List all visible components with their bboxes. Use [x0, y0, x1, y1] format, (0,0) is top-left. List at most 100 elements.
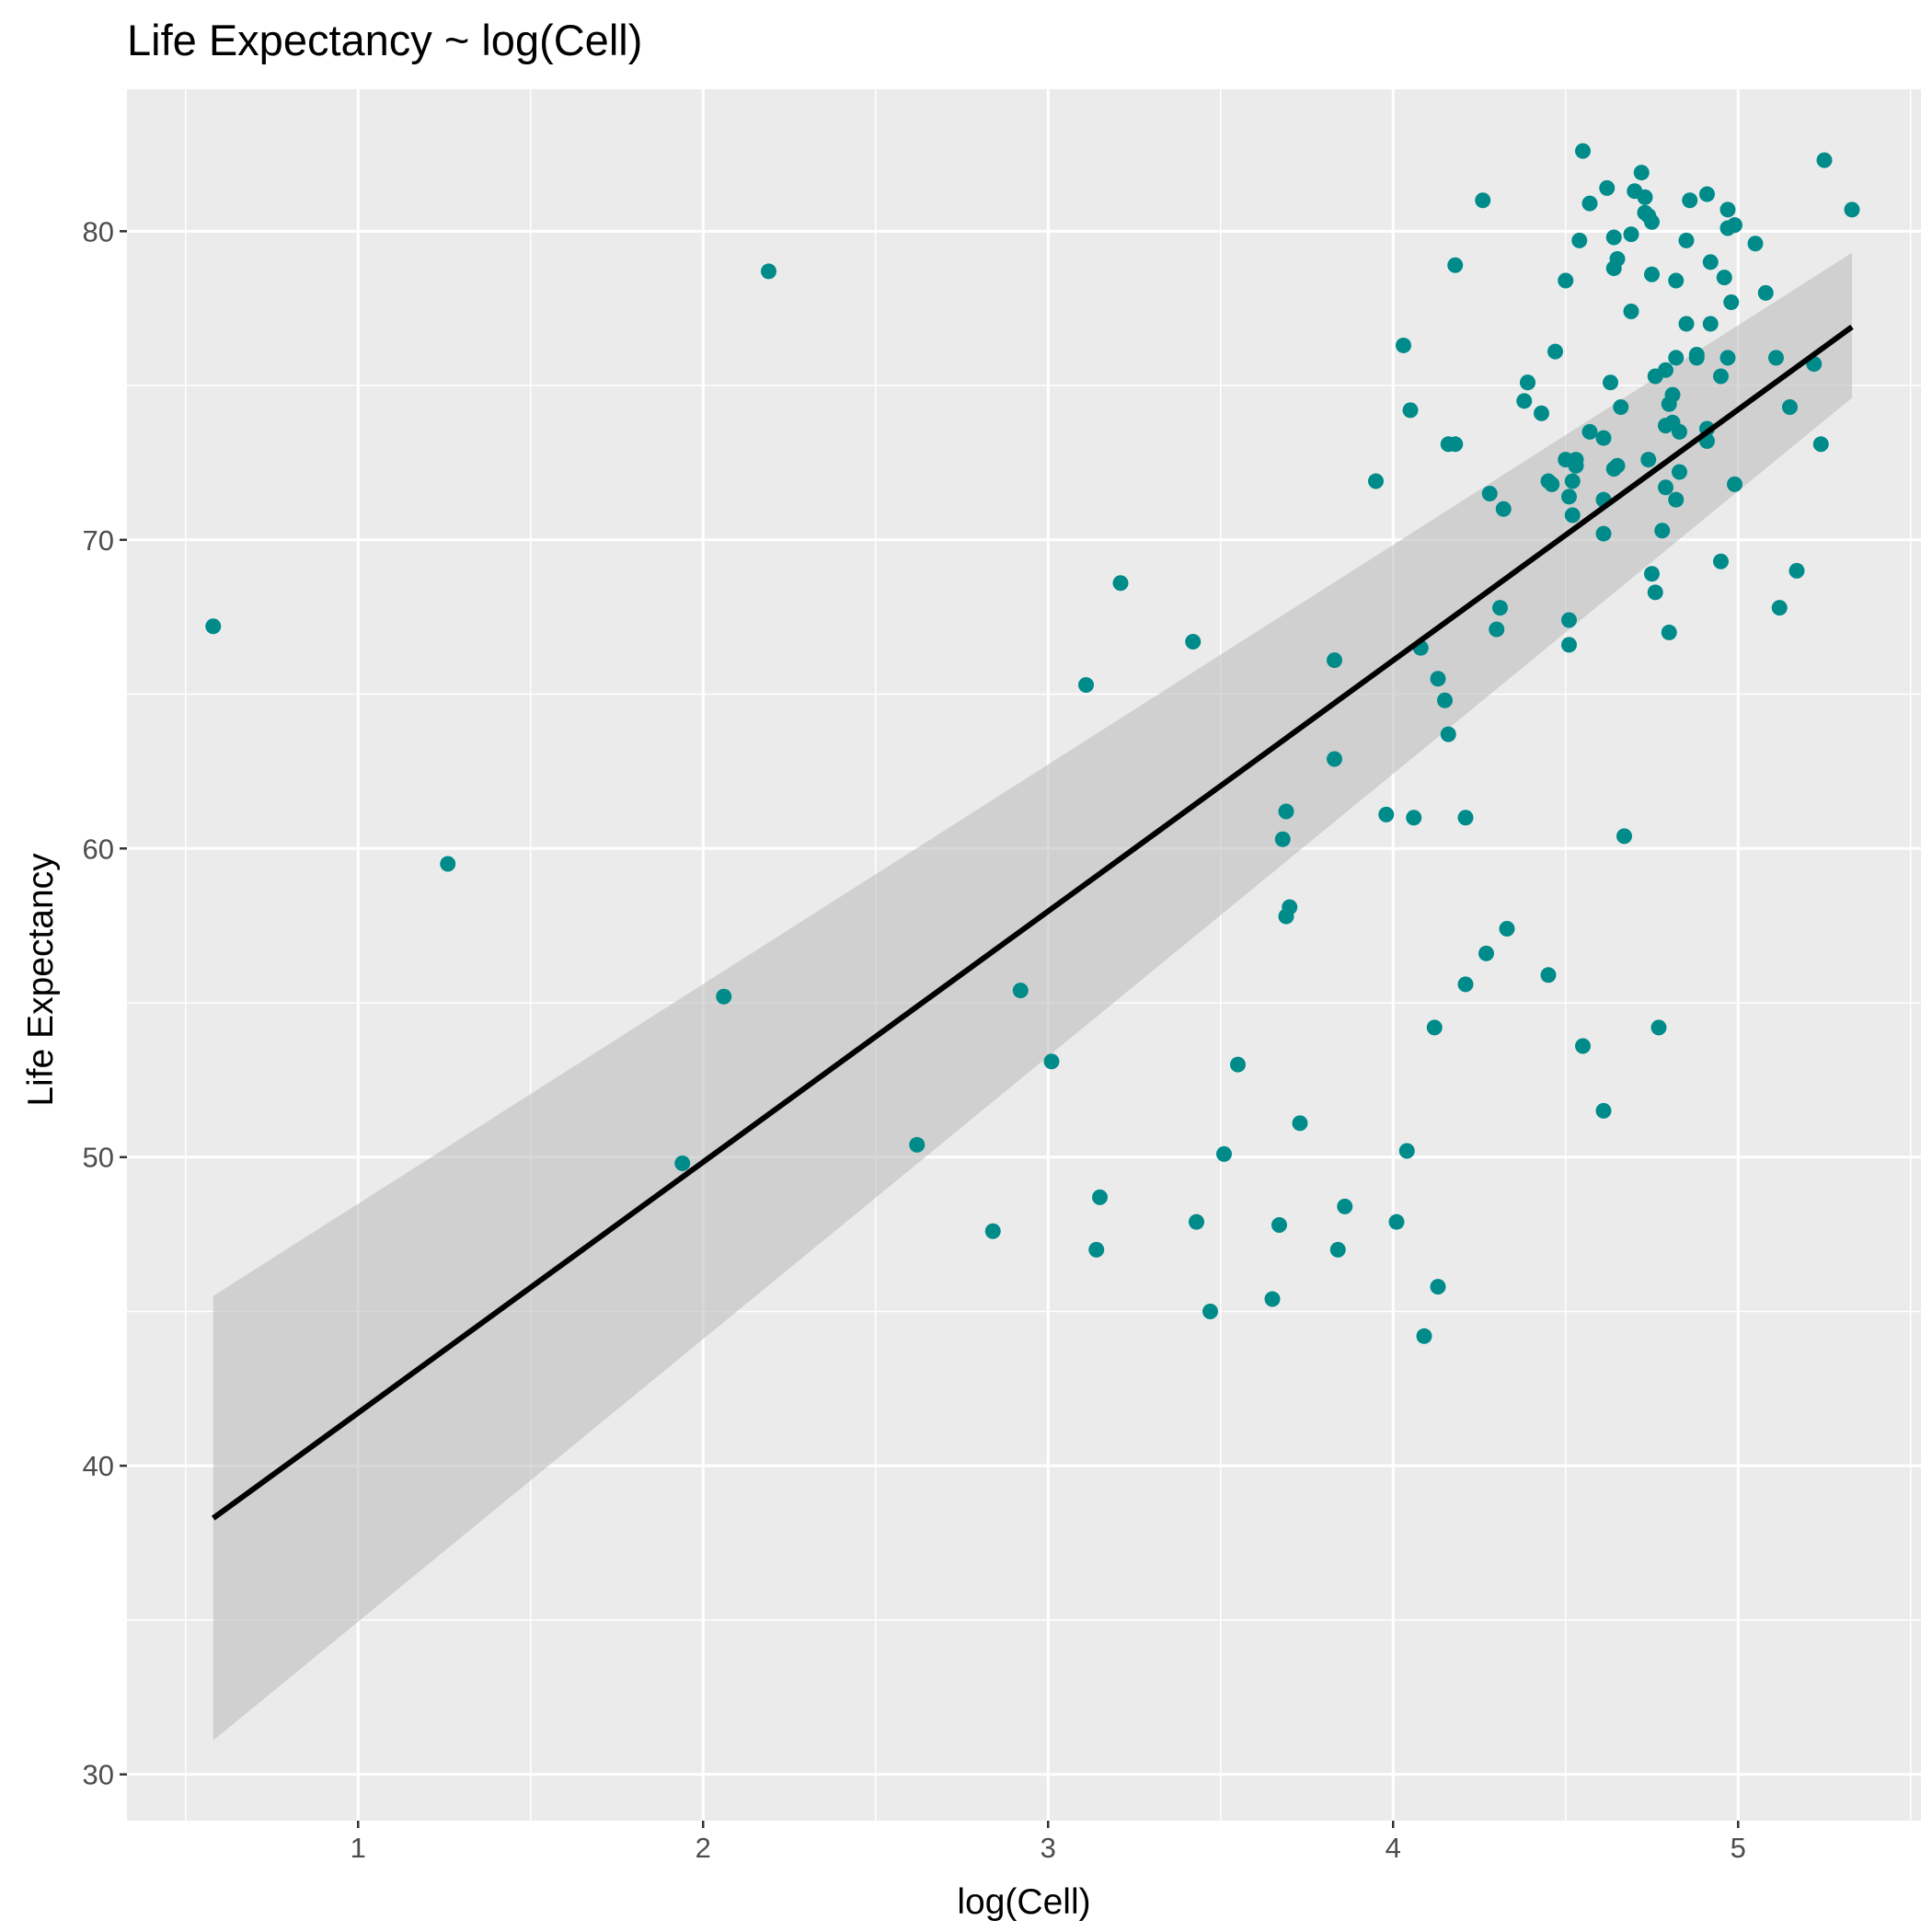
- chart-title: Life Expectancy ~ log(Cell): [127, 16, 642, 64]
- data-point: [1088, 1241, 1105, 1258]
- data-point: [1609, 251, 1626, 268]
- data-point: [1757, 284, 1774, 301]
- data-point: [1426, 1019, 1443, 1036]
- data-point: [1481, 485, 1498, 501]
- data-point: [1771, 600, 1788, 616]
- data-point: [1430, 671, 1446, 687]
- data-point: [1561, 612, 1577, 628]
- data-point: [1664, 386, 1681, 403]
- data-point: [1658, 479, 1673, 496]
- data-point: [1112, 575, 1129, 592]
- data-point: [1644, 266, 1660, 282]
- data-point: [984, 1223, 1001, 1239]
- data-point: [1609, 457, 1626, 474]
- data-point: [1534, 405, 1549, 421]
- data-point: [1682, 192, 1698, 209]
- data-point: [1447, 436, 1464, 453]
- y-tick-label: 40: [83, 1450, 114, 1482]
- data-point: [1406, 810, 1422, 826]
- data-point: [1571, 232, 1588, 248]
- x-tick-label: 3: [1041, 1832, 1056, 1864]
- data-point: [1644, 213, 1660, 230]
- data-points: [205, 143, 1860, 1344]
- data-point: [909, 1136, 926, 1153]
- data-point: [1702, 254, 1719, 270]
- data-point: [1782, 399, 1798, 416]
- data-point: [1230, 1056, 1246, 1073]
- data-point: [1337, 1198, 1353, 1214]
- data-point: [1727, 476, 1742, 492]
- data-point: [1668, 272, 1685, 289]
- data-point: [1719, 350, 1736, 366]
- data-point: [1185, 633, 1202, 650]
- data-point: [1216, 1145, 1232, 1162]
- data-point: [1816, 152, 1833, 168]
- data-point: [1654, 523, 1671, 539]
- data-point: [1043, 1053, 1060, 1070]
- y-tick-label: 70: [83, 524, 114, 557]
- data-point: [1699, 186, 1715, 202]
- y-tick-label: 30: [83, 1759, 114, 1791]
- data-point: [1457, 976, 1474, 993]
- x-tick-labels: 1 2 3 4 5: [351, 1832, 1746, 1864]
- data-point: [1547, 343, 1563, 360]
- data-point: [1747, 236, 1764, 252]
- data-point: [1274, 831, 1291, 847]
- data-point: [1568, 452, 1584, 468]
- y-tick-labels: 30 40 50 60 70 80: [83, 215, 114, 1790]
- data-point: [1661, 624, 1677, 640]
- data-point: [1396, 337, 1411, 353]
- data-point: [1189, 1213, 1204, 1230]
- data-point: [1616, 828, 1632, 845]
- axis-ticks: [120, 230, 1740, 1828]
- y-tick-label: 50: [83, 1142, 114, 1174]
- data-point: [1595, 1102, 1612, 1119]
- x-axis-title: log(Cell): [957, 1882, 1090, 1922]
- data-point: [1768, 350, 1784, 366]
- data-point: [1623, 304, 1639, 320]
- data-point: [1599, 179, 1616, 196]
- data-point: [1495, 500, 1512, 517]
- data-point: [1012, 983, 1029, 999]
- data-point: [1368, 473, 1384, 489]
- data-point: [1564, 473, 1581, 489]
- data-point: [1447, 257, 1464, 273]
- data-point: [1271, 1217, 1287, 1234]
- data-point: [1719, 201, 1736, 218]
- data-point: [1430, 1279, 1446, 1295]
- x-tick-label: 1: [351, 1832, 366, 1864]
- data-point: [1713, 553, 1729, 569]
- data-point: [1668, 491, 1685, 508]
- data-point: [1672, 423, 1687, 440]
- data-point: [1416, 1328, 1432, 1344]
- regression-line: [211, 324, 1854, 1521]
- data-point: [1678, 316, 1695, 332]
- data-point: [1581, 423, 1598, 440]
- data-point: [1561, 489, 1577, 505]
- data-point: [1092, 1189, 1108, 1205]
- data-point: [1520, 374, 1535, 391]
- data-point: [440, 856, 456, 872]
- data-point: [1595, 525, 1612, 542]
- data-point: [1516, 393, 1533, 409]
- data-point: [1078, 676, 1094, 693]
- data-point: [716, 988, 732, 1005]
- data-point: [1398, 1143, 1415, 1159]
- data-point: [1727, 217, 1742, 234]
- y-axis-title: Life Expectancy: [21, 853, 61, 1107]
- data-point: [1282, 899, 1298, 915]
- data-point: [1581, 195, 1598, 212]
- x-tick-label: 5: [1731, 1832, 1746, 1864]
- data-point: [1623, 226, 1639, 243]
- data-point: [1540, 967, 1557, 983]
- data-point: [761, 263, 776, 280]
- data-point: [1650, 1019, 1667, 1036]
- data-point: [1292, 1115, 1308, 1132]
- data-point: [1264, 1291, 1281, 1307]
- data-point: [1672, 464, 1687, 480]
- data-point: [1378, 806, 1395, 822]
- data-point: [1440, 726, 1456, 742]
- data-point: [1702, 316, 1719, 332]
- data-point: [1544, 476, 1560, 492]
- x-tick-label: 4: [1386, 1832, 1401, 1864]
